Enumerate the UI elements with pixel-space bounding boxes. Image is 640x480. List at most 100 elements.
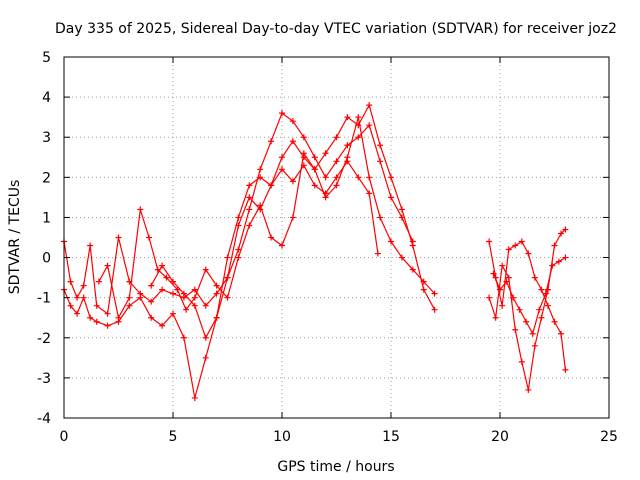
data-point	[300, 150, 307, 157]
data-point	[492, 314, 499, 321]
data-point	[322, 174, 329, 181]
y-tick-label: 1	[42, 210, 51, 226]
data-point	[374, 250, 381, 257]
data-point	[542, 290, 549, 297]
data-point	[104, 310, 111, 317]
data-point	[562, 366, 569, 373]
data-point	[80, 282, 87, 289]
data-point	[87, 242, 94, 249]
data-point	[126, 294, 133, 301]
data-point	[180, 334, 187, 341]
data-point	[549, 262, 556, 269]
data-point	[512, 242, 519, 249]
axis-ticks: 0 5 10 15 20 25 -4 -3 -2 -1 0 1 2 3 4 5	[37, 50, 618, 445]
data-point	[202, 266, 209, 273]
data-point	[355, 134, 362, 141]
data-point	[191, 302, 198, 309]
data-point	[148, 314, 155, 321]
y-tick-label: 5	[42, 50, 51, 66]
data-point	[137, 206, 144, 213]
data-point	[191, 394, 198, 401]
data-point	[536, 306, 543, 313]
data-point	[497, 286, 503, 293]
data-point	[224, 294, 231, 301]
data-point	[311, 154, 318, 161]
series-sat-e	[486, 238, 569, 373]
data-point	[377, 214, 384, 221]
data-point	[529, 330, 536, 337]
data-point	[148, 282, 155, 289]
data-point	[525, 386, 532, 393]
data-point	[431, 290, 438, 297]
data-point	[409, 266, 416, 273]
y-tick-label: 2	[42, 170, 51, 186]
data-point	[538, 314, 545, 321]
data-point	[562, 254, 569, 261]
data-point	[420, 286, 427, 293]
data-point	[531, 342, 538, 349]
data-point	[257, 206, 264, 213]
series-line	[492, 257, 566, 335]
data-point	[366, 190, 373, 197]
x-tick-label: 25	[600, 429, 618, 445]
data-point	[213, 290, 220, 297]
data-point	[148, 298, 155, 305]
series-sat-f	[486, 226, 569, 393]
data-point	[344, 142, 351, 149]
data-point	[202, 354, 209, 361]
data-point	[551, 318, 558, 325]
data-point	[67, 302, 74, 309]
data-point	[538, 286, 545, 293]
data-point	[257, 166, 264, 173]
data-point	[95, 278, 102, 285]
y-tick-label: 4	[42, 90, 51, 106]
data-point	[377, 158, 384, 165]
data-point	[333, 174, 340, 181]
data-point	[246, 222, 253, 229]
data-point	[355, 114, 362, 121]
data-point	[115, 234, 122, 241]
data-point	[289, 214, 296, 221]
data-point	[235, 254, 242, 261]
data-point	[344, 158, 351, 165]
data-point	[170, 310, 176, 317]
data-point	[191, 294, 198, 301]
y-axis-label: SDTVAR / TECUs	[7, 180, 23, 295]
chart-title: Day 335 of 2025, Sidereal Day-to-day VTE…	[55, 21, 617, 37]
data-point	[431, 306, 438, 313]
data-point	[137, 290, 144, 297]
data-point	[523, 318, 530, 325]
y-tick-label: 3	[42, 130, 51, 146]
data-point	[146, 234, 153, 241]
x-tick-label: 10	[273, 429, 291, 445]
data-point	[486, 238, 493, 245]
data-point	[377, 142, 384, 149]
data-point	[180, 290, 187, 297]
data-point	[289, 178, 296, 185]
data-point	[246, 194, 253, 201]
x-axis-label: GPS time / hours	[277, 459, 394, 475]
data-point	[268, 234, 275, 241]
data-point	[191, 286, 198, 293]
series-sat-g	[490, 254, 569, 337]
series-line	[63, 104, 436, 399]
data-point	[268, 182, 275, 189]
data-point	[93, 302, 100, 309]
data-point	[159, 286, 166, 293]
data-point	[115, 314, 122, 321]
data-point	[544, 302, 551, 309]
data-point	[505, 246, 512, 253]
y-tick-label: -4	[37, 411, 51, 427]
data-point	[516, 306, 523, 313]
data-point	[490, 270, 497, 277]
data-point	[366, 102, 373, 109]
data-point	[366, 174, 373, 181]
data-point	[486, 294, 493, 301]
data-point	[279, 110, 285, 117]
data-point	[246, 206, 253, 213]
data-point	[224, 254, 231, 261]
data-point	[322, 150, 329, 157]
data-point	[333, 134, 340, 141]
y-tick-label: -1	[37, 291, 51, 307]
